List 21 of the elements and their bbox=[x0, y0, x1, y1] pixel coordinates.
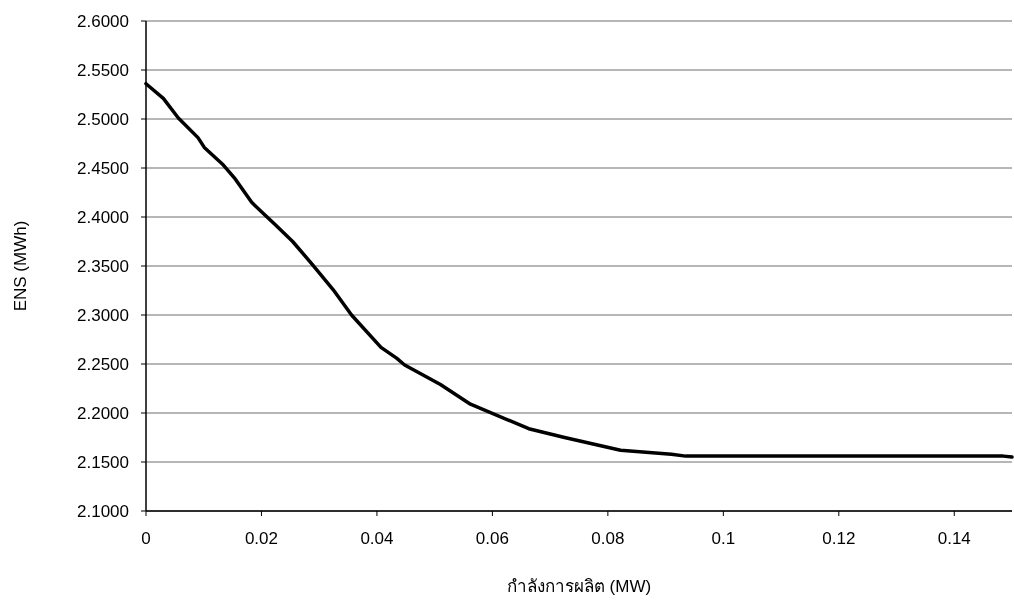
y-tick-label: 2.2000 bbox=[77, 404, 129, 423]
x-axis-title: กำลังการผลิต (MW) bbox=[506, 577, 652, 596]
x-tick-label: 0.06 bbox=[475, 529, 509, 548]
y-tick-label: 2.3000 bbox=[77, 306, 129, 325]
y-tick-label: 2.4500 bbox=[77, 159, 129, 178]
x-tick-label: 0.02 bbox=[244, 529, 279, 548]
y-tick-label: 2.5000 bbox=[77, 110, 129, 129]
y-tick-label: 2.1500 bbox=[77, 453, 129, 472]
x-tick-label: 0.14 bbox=[937, 529, 971, 548]
x-tick-label: 0.12 bbox=[822, 529, 856, 548]
x-tick-label: 0.08 bbox=[591, 529, 625, 548]
y-tick-label: 2.5500 bbox=[77, 61, 129, 80]
x-tick-label: 0.04 bbox=[360, 529, 394, 548]
y-axis-title: ENS (MWh) bbox=[11, 220, 30, 312]
y-tick-label: 2.1000 bbox=[77, 502, 129, 521]
y-tick-label: 2.2500 bbox=[77, 355, 129, 374]
y-tick-label: 2.6000 bbox=[77, 12, 129, 31]
y-tick-label: 2.3500 bbox=[77, 257, 129, 276]
x-tick-label: 0.1 bbox=[711, 529, 736, 548]
x-tick-label: 0 bbox=[141, 529, 151, 548]
y-tick-label: 2.4000 bbox=[77, 208, 129, 227]
